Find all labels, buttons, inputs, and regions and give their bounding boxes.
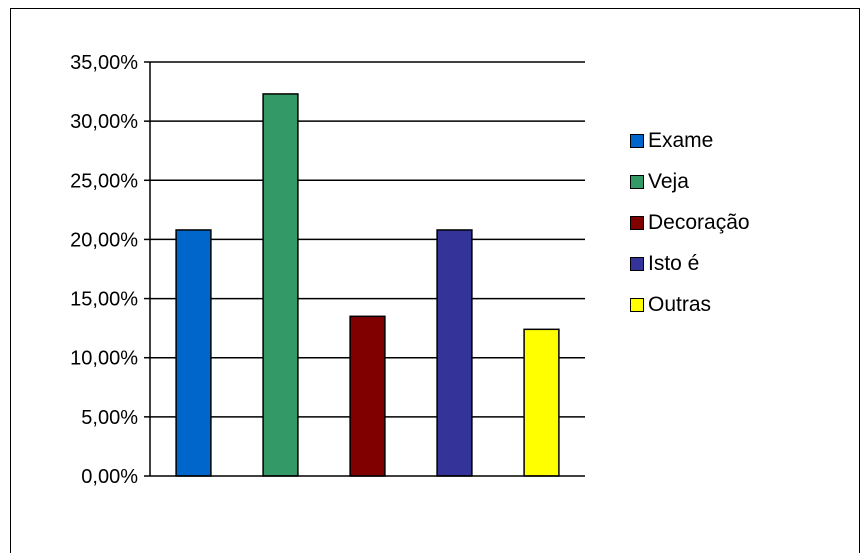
legend-swatch bbox=[630, 174, 644, 189]
bars bbox=[175, 93, 560, 477]
bar-decora-o bbox=[349, 315, 386, 477]
legend-item-exame: Exame bbox=[630, 120, 750, 161]
y-tick-label: 30,00% bbox=[70, 111, 138, 133]
y-tick-label: 20,00% bbox=[70, 229, 138, 251]
y-tick-label: 15,00% bbox=[70, 289, 138, 311]
legend-item-outras: Outras bbox=[630, 284, 750, 325]
legend-label: Decoração bbox=[648, 210, 750, 234]
bar-outras bbox=[523, 328, 560, 477]
chart-area bbox=[10, 8, 860, 553]
legend-item-isto-e: Isto é bbox=[630, 243, 750, 284]
legend-label: Outras bbox=[648, 292, 712, 316]
y-tick-label: 35,00% bbox=[70, 52, 138, 74]
legend-swatch bbox=[630, 297, 644, 312]
y-tick-label: 0,00% bbox=[81, 466, 138, 488]
legend-swatch bbox=[630, 256, 644, 271]
legend: Exame Veja Decoração Isto é Outras bbox=[630, 120, 750, 325]
legend-item-decoracao: Decoração bbox=[630, 202, 750, 243]
bar-veja bbox=[262, 93, 299, 477]
y-tick-label: 10,00% bbox=[70, 348, 138, 370]
legend-swatch bbox=[630, 133, 644, 148]
legend-swatch bbox=[630, 215, 644, 230]
legend-item-veja: Veja bbox=[630, 161, 750, 202]
bar-exame bbox=[175, 229, 212, 477]
bar-isto- bbox=[436, 229, 473, 477]
y-tick-label: 5,00% bbox=[81, 407, 138, 429]
legend-label: Exame bbox=[648, 128, 714, 152]
y-axis-tick-labels: 0,00% 5,00% 10,00% 15,00% 20,00% 25,00% 30,00%… bbox=[70, 52, 150, 488]
legend-label: Isto é bbox=[648, 251, 700, 275]
y-tick-label: 25,00% bbox=[70, 170, 138, 192]
legend-label: Veja bbox=[648, 169, 689, 193]
